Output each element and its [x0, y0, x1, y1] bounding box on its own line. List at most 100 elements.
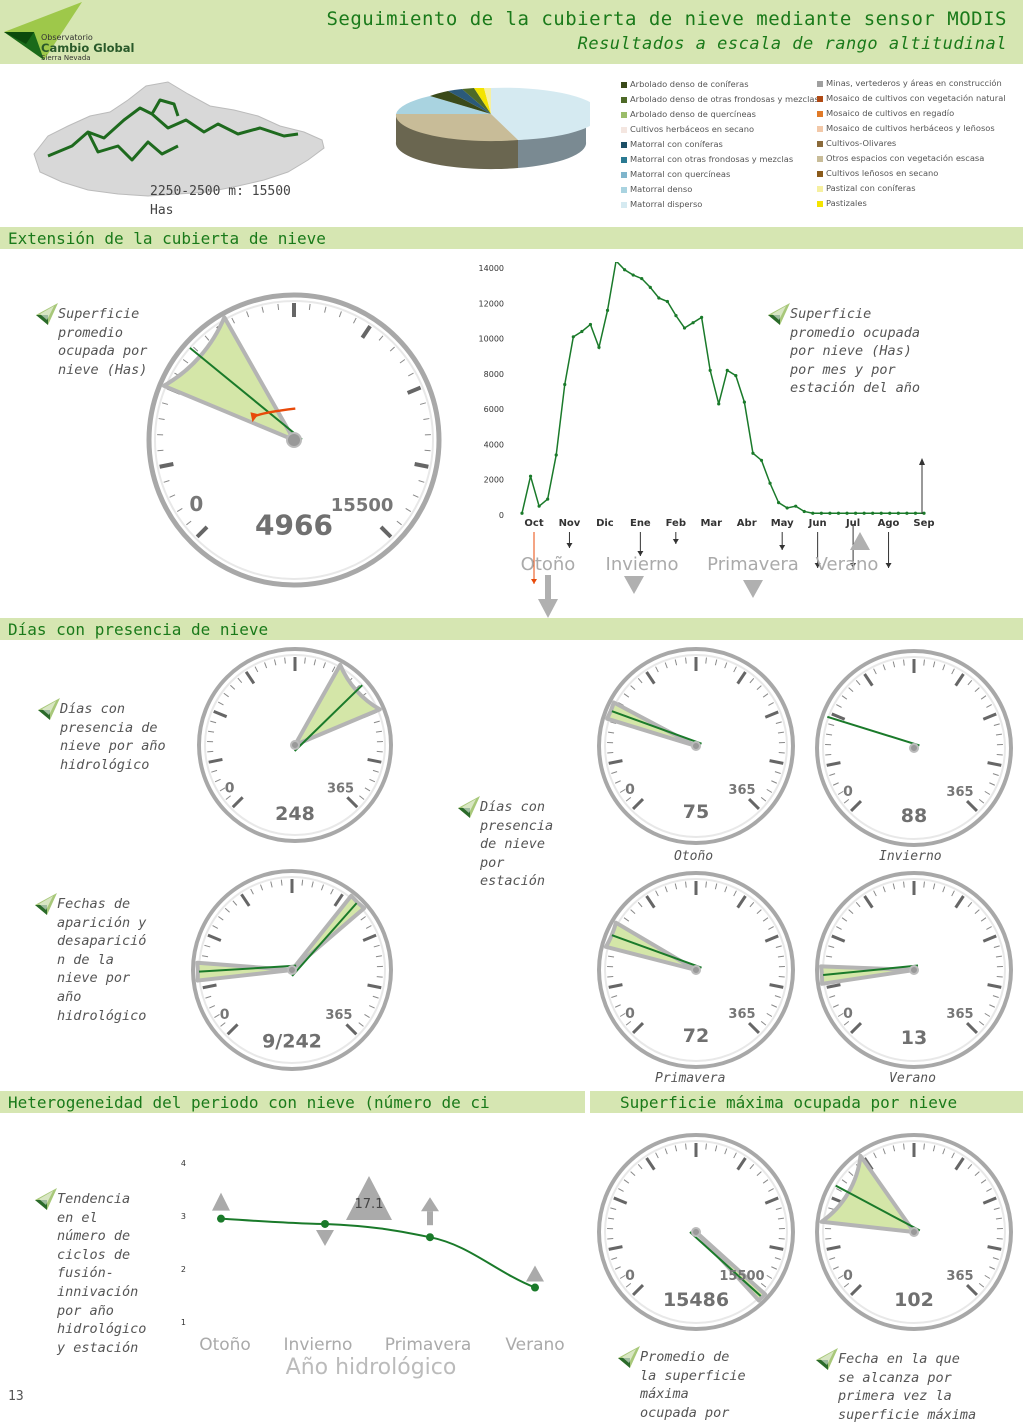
data-point [632, 273, 635, 276]
section-extension-title: Extensión de la cubierta de nieve [8, 229, 326, 248]
gauge-min-label: 0 [843, 1268, 853, 1284]
section-dias-band: Días con presencia de nieve [0, 618, 1023, 640]
data-point [555, 453, 558, 456]
legend-item: Arbolado denso de otras frondosas y mezc… [621, 92, 819, 107]
legend-item: Otros espacios con vegetación escasa [817, 151, 1006, 166]
data-point [914, 512, 917, 515]
legend-label: Pastizales [826, 198, 867, 208]
legend-swatch [817, 96, 823, 102]
x-tick-label: Feb [666, 518, 686, 529]
legend-swatch [817, 156, 823, 162]
gauge-value: 13 [901, 1027, 927, 1049]
page-subtitle: Resultados a escala de rango altitudinal [578, 34, 1007, 54]
note-line: de nieve [480, 835, 553, 854]
data-point [426, 1233, 434, 1241]
legend-label: Matorral con quercíneas [630, 169, 730, 179]
gauge-value: 4966 [255, 509, 333, 542]
note-line: Días con [480, 798, 553, 817]
legend-swatch [817, 126, 823, 132]
page-title: Seguimiento de la cubierta de nieve medi… [326, 8, 1007, 30]
legend-item: Matorral con otras frondosas y mezclas [621, 152, 819, 167]
legend-label: Arbolado denso de quercíneas [630, 109, 756, 119]
note-line: Días con [60, 700, 166, 719]
data-point [828, 512, 831, 515]
data-point [743, 400, 746, 403]
pointer-arrow-icon [33, 891, 59, 917]
y-tick-label: 12000 [479, 299, 504, 308]
x-tick-label: Mar [700, 518, 722, 529]
gauge-max-label: 15500 [331, 495, 394, 516]
land-cover-pie [390, 84, 590, 180]
gauge-max-label: 365 [946, 785, 973, 800]
gauge-max-label: 365 [728, 783, 755, 798]
gauge-min-label: 0 [843, 1006, 853, 1022]
legend-label: Pastizal con coníferas [826, 183, 916, 193]
legend-item: Matorral disperso [621, 197, 819, 212]
note-line: año [57, 988, 146, 1007]
data-point [217, 1215, 225, 1223]
x-tick-label: Invierno [284, 1335, 353, 1355]
data-point [734, 374, 737, 377]
data-point [786, 506, 789, 509]
x-tick-label: Sep [913, 518, 934, 529]
gauge-max-label: 365 [327, 782, 354, 797]
series-line [522, 262, 924, 513]
legend-label: Minas, vertederos y áreas en construcció… [826, 78, 1002, 88]
legend-item: Pastizales [817, 196, 1006, 211]
x-tick-label: Jun [808, 518, 827, 529]
data-point [888, 512, 891, 515]
y-tick-label: 4 [181, 1159, 186, 1168]
note-line: aparición y [57, 914, 146, 933]
legend-item: Arbolado denso de quercíneas [621, 107, 819, 122]
x-tick-label: Nov [559, 518, 581, 529]
gauge-value: 72 [683, 1025, 709, 1047]
note-line: Tendencia [57, 1190, 146, 1209]
note-line: hidrológico [57, 1320, 146, 1339]
y-tick-label: 2000 [484, 476, 504, 485]
gauge-value: 248 [275, 803, 315, 825]
data-point [683, 326, 686, 329]
note-line: Fecha en la que [838, 1350, 976, 1369]
note-line: promedio [58, 324, 147, 343]
gauge-value: 88 [901, 805, 927, 827]
x-tick-label: Ago [878, 518, 900, 529]
data-point [580, 330, 583, 333]
y-tick-label: 2 [181, 1265, 186, 1274]
note-line: ocupada por [58, 342, 147, 361]
legend-swatch [621, 82, 627, 88]
legend-label: Matorral disperso [630, 199, 702, 209]
map-label-line1: 2250-2500 m: 15500 [150, 182, 291, 201]
note-line: nieve por [57, 969, 146, 988]
page-number: 13 [8, 1389, 24, 1404]
pointer-arrow-icon [36, 696, 62, 722]
note-line: Superficie [58, 305, 147, 324]
note-line: superficie máxima [838, 1406, 976, 1424]
legend-label: Mosaico de cultivos herbáceos y leñosos [826, 123, 995, 133]
legend-label: Matorral con otras frondosas y mezclas [630, 154, 793, 164]
x-tick-label: Verano [505, 1335, 564, 1355]
note-line: por [480, 854, 553, 873]
gauge-min-label: 0 [843, 784, 853, 800]
data-point [691, 321, 694, 324]
note-line: hidrológico [57, 1007, 146, 1026]
data-point [640, 277, 643, 280]
data-point [520, 512, 523, 515]
legend-item: Cultivos-Olivares [817, 136, 1006, 151]
data-point [657, 296, 660, 299]
legend-item: Cultivos herbáceos en secano [621, 122, 819, 137]
legend-label: Matorral denso [630, 184, 692, 194]
label-verano: Verano [889, 1071, 936, 1086]
gauge-min-label: 0 [625, 782, 635, 798]
y-tick-label: 14000 [479, 264, 504, 273]
pointer-arrow-icon [616, 1344, 642, 1370]
